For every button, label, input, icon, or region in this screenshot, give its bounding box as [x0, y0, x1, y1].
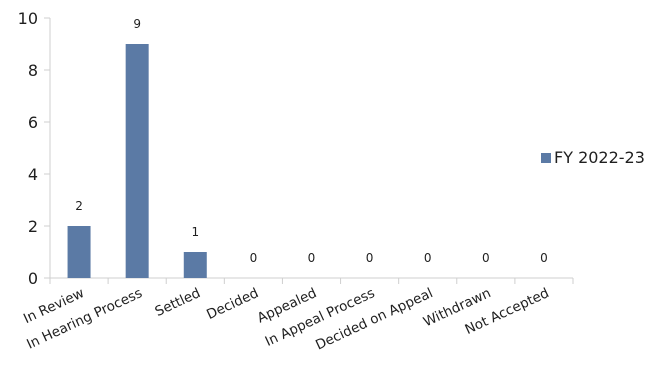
x-axis: [49, 277, 574, 284]
data-labels: 2 9 1 0 0 0 0 0 0: [75, 17, 548, 265]
x-category-label: Decided: [204, 285, 261, 323]
bar: [183, 252, 207, 278]
data-label: 0: [424, 251, 432, 265]
y-tick-label: 0: [28, 269, 38, 288]
bars: [67, 44, 207, 278]
data-label: 0: [482, 251, 490, 265]
y-tick-label: 4: [28, 165, 38, 184]
data-label: 0: [308, 251, 316, 265]
legend: FY 2022-23: [541, 148, 645, 167]
legend-swatch: [541, 153, 551, 163]
data-label: 0: [540, 251, 548, 265]
bar: [67, 226, 91, 278]
y-axis: 0 2 4 6 8 10: [18, 9, 51, 288]
data-label: 0: [366, 251, 374, 265]
y-tick-label: 2: [28, 217, 38, 236]
x-category-label: Settled: [153, 285, 203, 320]
data-label: 2: [75, 199, 83, 213]
y-tick-label: 10: [18, 9, 38, 28]
y-tick-label: 8: [28, 61, 38, 80]
data-label: 9: [133, 17, 141, 31]
data-label: 1: [191, 225, 199, 239]
bar: [125, 44, 149, 278]
y-tick-label: 6: [28, 113, 38, 132]
data-label: 0: [250, 251, 258, 265]
legend-label: FY 2022-23: [554, 148, 645, 167]
